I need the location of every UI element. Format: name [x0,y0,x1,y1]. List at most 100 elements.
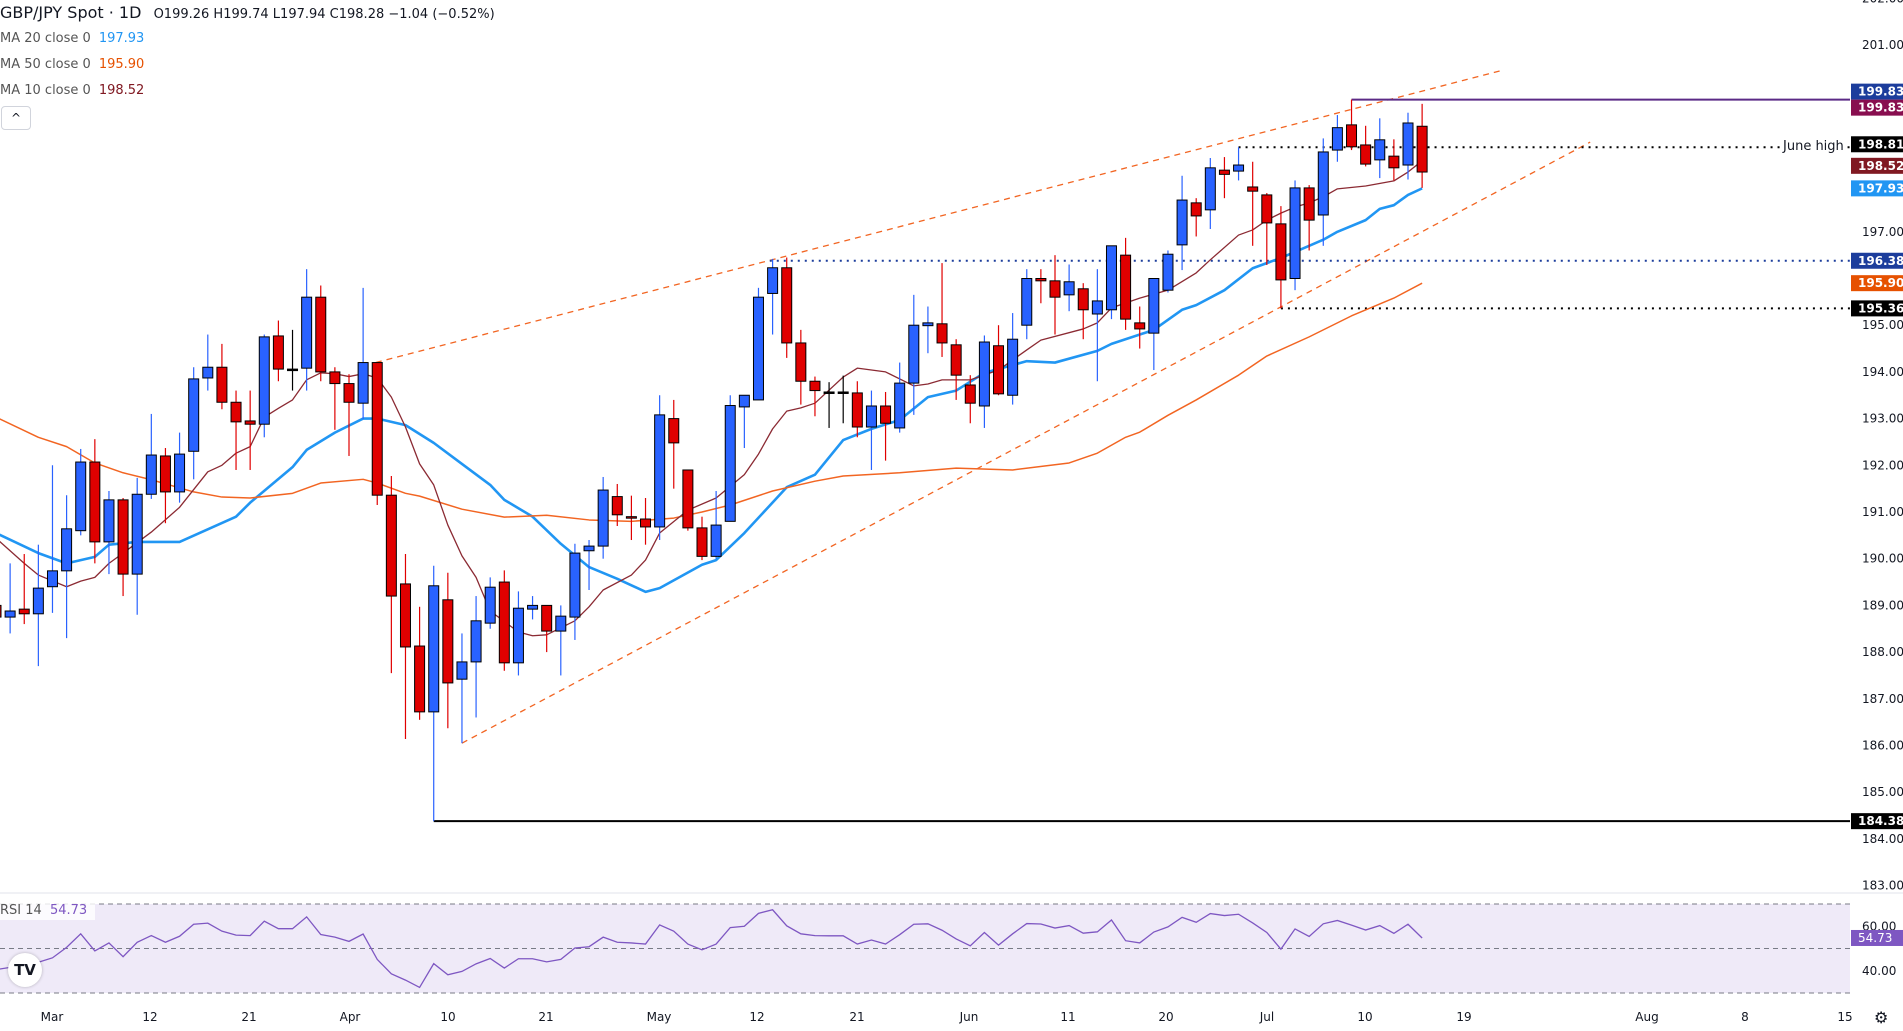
candle-body [1303,187,1315,221]
candle [809,376,821,417]
indicator-ma20[interactable]: MA 20 close 0 197.93 [0,26,495,52]
candle [1275,206,1287,309]
candle [710,490,722,559]
gear-glyph: ⚙ [1874,1008,1889,1027]
candle-body [1162,253,1174,291]
candle [1317,138,1329,246]
rsi-axis-label: 40.00 [1862,964,1896,978]
price-axis-label: 186.00 [1862,739,1903,753]
candle-body [654,414,666,528]
candle-body [18,608,30,615]
ma50-line [0,282,1423,523]
chevron-up-icon: ^ [10,111,22,125]
candle-body [611,496,623,516]
price-tag-label: 199.83 [1858,101,1903,115]
candle-body [1317,151,1329,216]
channel-upper [375,69,1503,364]
candle [145,413,157,499]
candle [597,476,609,559]
indicator-ma10[interactable]: MA 10 close 0 198.52 [0,78,495,104]
candle [1035,269,1047,304]
candle-body [32,587,44,615]
candle-body [724,405,736,522]
candle-body [1035,278,1047,282]
price-tag-label: 197.93 [1858,181,1903,195]
candle [315,285,327,382]
price-tag [1851,275,1903,292]
candle-body [428,585,440,713]
candle [654,395,666,541]
price-tag-label: 196.38 [1858,254,1903,268]
candle [1402,112,1414,180]
date-axis-label: 8 [1741,1010,1749,1024]
candle [936,263,948,357]
candle-body [682,469,694,529]
candle-body [964,384,976,404]
candle-body [216,366,228,403]
collapse-legend-button[interactable]: ^ [1,106,31,130]
candle [1105,245,1117,320]
candle-body [145,454,157,495]
gear-icon[interactable]: ⚙ [1874,1008,1888,1027]
candle [117,497,129,597]
candle [908,294,920,415]
candle-body [583,545,595,552]
price-tag [1851,83,1903,100]
candle-body [625,516,637,519]
symbol-title[interactable]: GBP/JPY Spot · 1D [0,3,142,22]
tradingview-logo[interactable]: TV [8,953,42,987]
channel-lower [461,141,1591,744]
candle-body [1233,164,1245,172]
price-tag [1851,136,1903,153]
chart-legend: GBP/JPY Spot · 1D O199.26 H199.74 L197.9… [0,0,495,104]
candle [950,339,962,400]
candle [1374,118,1386,179]
candle [188,367,200,480]
candle-body [837,391,849,394]
candle-body [1134,322,1146,330]
candle [230,390,242,470]
ma50-label: MA 50 close 0 [0,57,91,72]
candle-body [1049,280,1061,298]
date-axis-label: 10 [440,1010,455,1024]
candle [611,483,623,527]
candle [555,605,567,676]
candle [371,362,383,505]
candle-body [1218,169,1230,175]
candle [1247,161,1259,246]
candle-body [188,378,200,452]
june-high-label: June high [1780,139,1847,154]
candle [781,257,793,358]
candle-body [399,583,411,648]
candle-body [795,342,807,382]
candle-body [414,645,426,713]
indicator-ma50[interactable]: MA 50 close 0 195.90 [0,52,495,78]
candle [527,596,539,620]
rsi-legend[interactable]: RSI 14 54.73 [0,901,96,920]
ma20-label: MA 20 close 0 [0,31,91,46]
candle [541,604,553,653]
candle-body [498,581,510,664]
candle [993,325,1005,396]
candle [640,497,652,545]
candle-body [1007,338,1019,396]
candle-body [1289,187,1301,279]
candle [837,375,849,424]
candle-body [1331,127,1343,151]
candle-body [0,604,2,618]
rsi-value: 54.73 [49,903,88,918]
candle [823,382,835,428]
date-axis-label: 10 [1357,1010,1372,1024]
candle-body [823,391,835,394]
price-axis-label: 185.00 [1862,785,1903,799]
date-axis-label: 12 [749,1010,764,1024]
price-tag-label: 198.81 [1858,137,1903,151]
price-axis-label: 184.00 [1862,832,1903,846]
date-axis-label: Aug [1635,1010,1658,1024]
candle [470,596,482,718]
candle [414,606,426,720]
candle-body [287,368,299,372]
candle-body [258,336,270,425]
candle [752,287,764,401]
